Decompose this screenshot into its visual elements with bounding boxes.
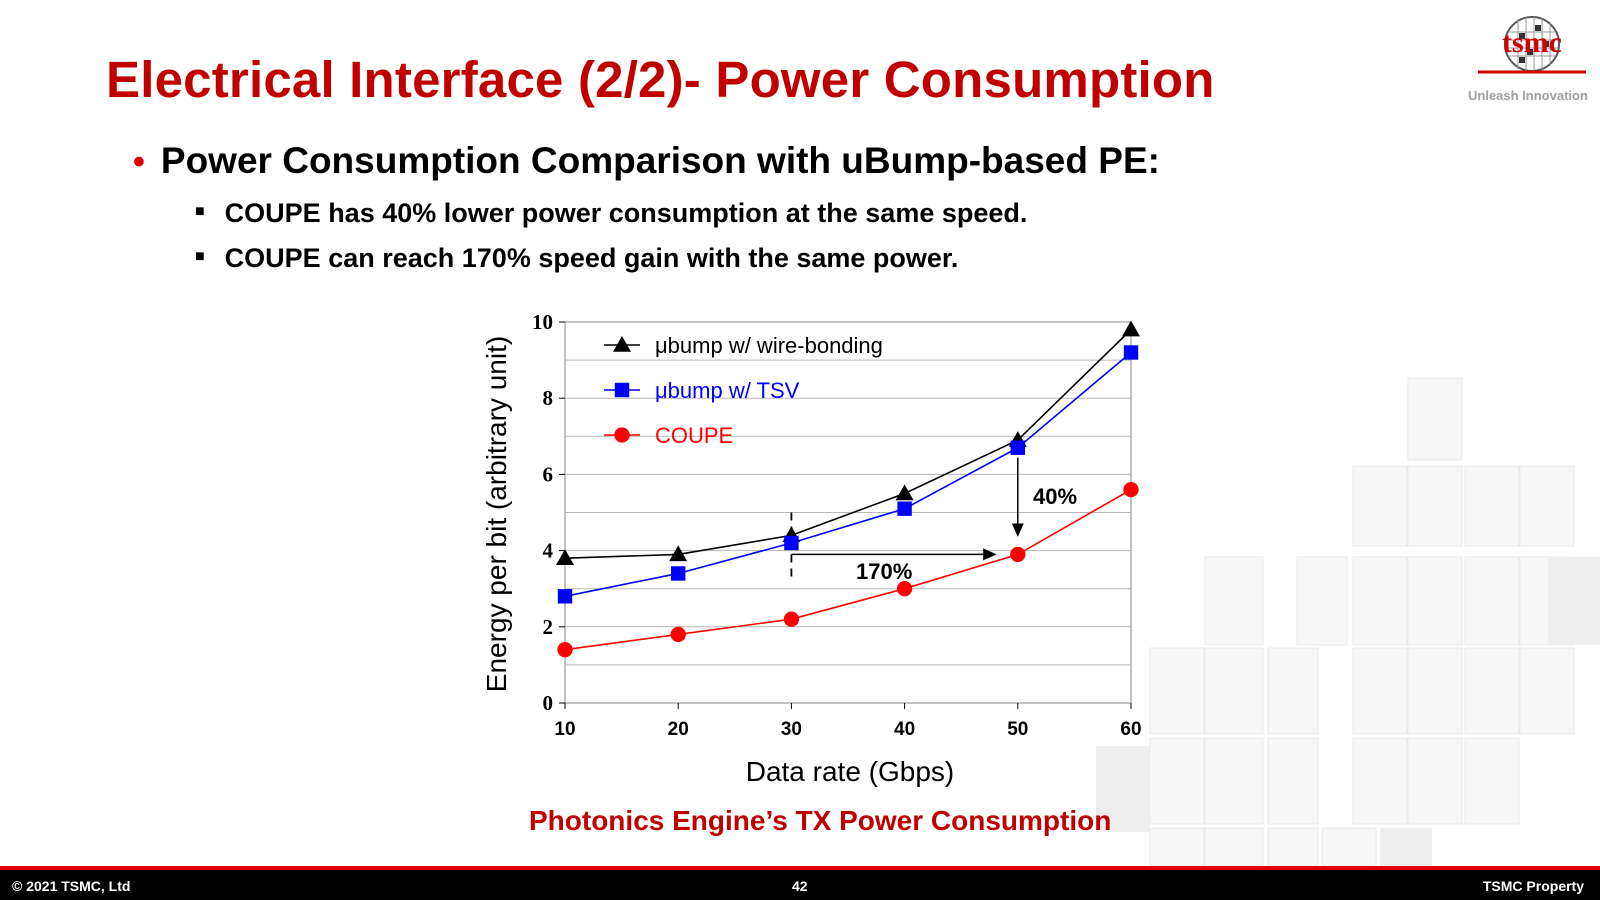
footer-copyright: © 2021 TSMC, Ltd (12, 878, 131, 894)
data-point-circle (1123, 481, 1139, 498)
data-point-square (1123, 345, 1139, 360)
sub-bullet-text: COUPE has 40% lower power consumption at… (224, 198, 1028, 228)
footer-page-number: 42 (792, 878, 808, 894)
data-point-triangle (1122, 320, 1140, 337)
y-tick-label: 2 (543, 615, 554, 639)
bullet-dot-icon: • (133, 143, 145, 181)
y-tick-label: 8 (543, 386, 554, 410)
footer: © 2021 TSMC, Ltd 42 TSMC Property (0, 870, 1600, 900)
series-line-0 (564, 329, 1132, 560)
sub-bullet: ■ COUPE can reach 170% speed gain with th… (195, 243, 958, 274)
data-point-circle (896, 581, 913, 597)
footer-divider (0, 866, 1600, 870)
chart-title: Photonics Engine’s TX Power Consumption (529, 805, 1112, 836)
data-point-circle (557, 642, 573, 658)
series-line-2 (564, 488, 1132, 651)
y-axis-label: Energy per bit (arbitrary unit) (481, 336, 512, 692)
data-point-triangle (895, 484, 914, 501)
bullet-square-icon: ■ (195, 203, 205, 220)
y-tick-label: 4 (543, 539, 554, 563)
series-line-1 (564, 351, 1132, 598)
main-bullet: • Power Consumption Comparison with uBump… (133, 140, 1160, 182)
legend: μbump w/ wire-bonding μbump w/ TSV COUPE (604, 333, 883, 448)
x-tick-label: 40 (894, 719, 915, 740)
logo-tagline: Unleash Innovation (1468, 88, 1588, 103)
sub-bullet: ■ COUPE has 40% lower power consumption a… (195, 198, 1027, 229)
annotation-170-label: 170% (856, 559, 912, 584)
legend-marker-circle (614, 427, 630, 443)
data-point-square (897, 501, 912, 516)
bullet-square-icon: ■ (195, 248, 205, 265)
main-bullet-text: Power Consumption Comparison with uBump-… (160, 140, 1160, 181)
x-tick-label: 30 (781, 719, 802, 740)
x-axis-ticks: 10 20 30 40 50 60 (554, 703, 1142, 740)
data-point-square (1010, 440, 1025, 455)
footer-property: TSMC Property (1482, 878, 1584, 894)
tsmc-logo: tsmc (1478, 16, 1586, 74)
annotation-40-label: 40% (1033, 484, 1077, 509)
series-markers (556, 320, 1140, 658)
gridlines (565, 359, 1131, 666)
legend-label: μbump w/ wire-bonding (655, 333, 883, 358)
logo-wordmark: tsmc (1502, 26, 1562, 59)
y-axis-ticks: 0 2 4 6 8 10 (532, 310, 565, 715)
data-point-square (557, 589, 573, 604)
legend-label: COUPE (655, 423, 733, 448)
x-tick-label: 10 (554, 719, 575, 740)
y-tick-label: 6 (543, 462, 554, 486)
data-point-square (784, 535, 799, 551)
wafer-icon (1504, 16, 1560, 72)
data-point-triangle (556, 549, 574, 565)
data-point-triangle (669, 545, 688, 562)
y-tick-label: 10 (532, 310, 553, 334)
sub-bullet-text: COUPE can reach 170% speed gain with the… (224, 243, 959, 273)
legend-marker-square (614, 382, 630, 398)
slide-title: Electrical Interface (2/2)- Power Consum… (106, 51, 1215, 108)
x-tick-label: 60 (1120, 719, 1141, 740)
y-tick-label: 0 (543, 691, 554, 715)
data-point-circle (1010, 546, 1026, 563)
legend-label: μbump w/ TSV (655, 378, 800, 403)
series-lines (564, 329, 1132, 651)
data-point-circle (783, 611, 800, 627)
legend-marker-triangle (613, 336, 631, 352)
data-point-circle (670, 626, 686, 643)
x-tick-label: 20 (668, 719, 689, 740)
data-point-square (671, 566, 686, 581)
x-tick-label: 50 (1007, 719, 1028, 740)
x-axis-label: Data rate (Gbps) (746, 756, 955, 787)
